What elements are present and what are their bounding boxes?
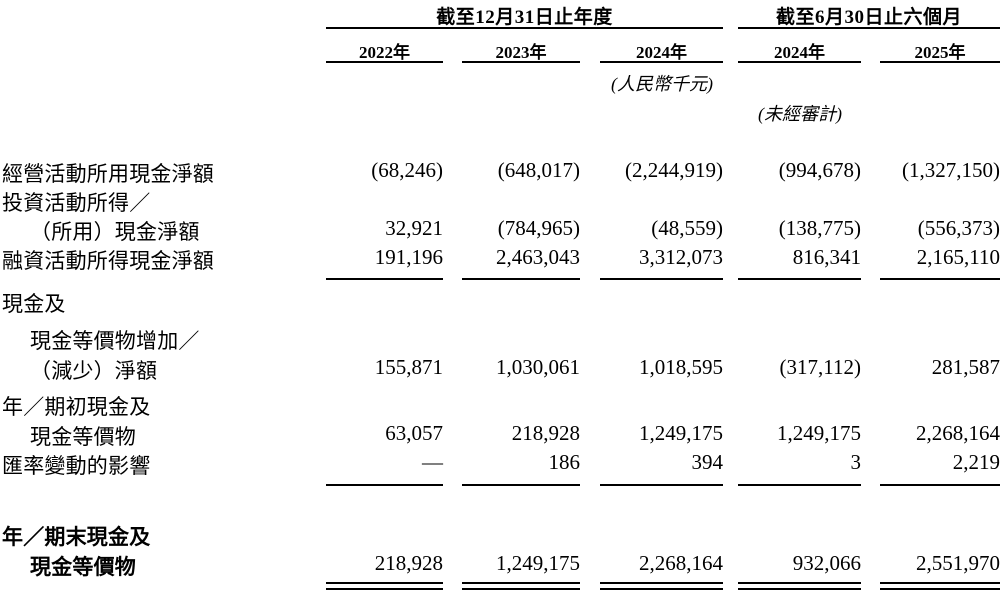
subtotal-rule-b-1 — [326, 484, 443, 486]
row-label-closing-line1: 年／期末現金及 — [2, 525, 151, 549]
row-label-investing-line2: （所用）現金淨額 — [30, 220, 200, 244]
row-label-netchange-line1: 現金及 — [2, 292, 66, 316]
cell-r4-c1: 218,928 — [511, 421, 580, 445]
cell-r3-c3: (317,112) — [779, 355, 861, 379]
cell-r1-c3: (138,775) — [778, 216, 861, 240]
column-rule-3 — [600, 61, 723, 63]
total-rule-bottom-5 — [880, 588, 1000, 590]
row-label-netchange-line2: 現金等價物增加／ — [30, 329, 200, 353]
row-label-operating: 經營活動所用現金淨額 — [2, 162, 214, 186]
subtotal-rule-a-4 — [738, 278, 861, 280]
row-label-opening-line1: 年／期初現金及 — [2, 395, 151, 419]
cell-r1-c1: (784,965) — [497, 216, 580, 240]
total-rule-top-4 — [738, 582, 861, 584]
cell-r5-c0: — — [422, 450, 443, 474]
subtotal-rule-a-5 — [880, 278, 1000, 280]
row-label-opening-line2: 現金等價物 — [30, 425, 136, 449]
column-header-year-1: 2022年 — [359, 43, 410, 62]
cell-r5-c3: 3 — [850, 450, 862, 474]
cell-r6-c1: 1,249,175 — [496, 551, 580, 575]
column-header-year-5: 2025年 — [914, 43, 966, 62]
subtotal-rule-b-3 — [600, 484, 723, 486]
cell-r6-c2: 2,268,164 — [639, 551, 723, 575]
cell-r1-c2: (48,559) — [651, 216, 723, 240]
cell-r2-c3: 816,341 — [792, 245, 861, 269]
subtotal-rule-a-1 — [326, 278, 443, 280]
subtotal-rule-b-2 — [462, 484, 580, 486]
cell-r6-c0: 218,928 — [374, 551, 443, 575]
cell-r4-c2: 1,249,175 — [639, 421, 723, 445]
column-rule-2 — [462, 61, 580, 63]
column-rule-5 — [880, 61, 1000, 63]
cell-r0-c0: (68,246) — [371, 158, 443, 182]
column-header-year-4: 2024年 — [774, 43, 825, 62]
total-rule-top-5 — [880, 582, 1000, 584]
cell-r2-c0: 191,196 — [374, 245, 443, 269]
cell-r5-c4: 2,219 — [952, 450, 1000, 474]
cell-r0-c4: (1,327,150) — [902, 158, 1000, 182]
column-rule-1 — [326, 61, 443, 63]
column-header-year-2: 2023年 — [495, 43, 547, 62]
cell-r3-c1: 1,030,061 — [496, 355, 580, 379]
cell-r0-c2: (2,244,919) — [625, 158, 723, 182]
cell-r2-c2: 3,312,073 — [639, 245, 723, 269]
total-rule-bottom-2 — [462, 588, 580, 590]
cell-r2-c4: 2,165,110 — [916, 245, 1000, 269]
cell-r1-c0: 32,921 — [385, 216, 443, 240]
currency-unit-note: (人民幣千元) — [611, 74, 713, 94]
column-rule-4 — [738, 61, 861, 63]
total-rule-top-3 — [600, 582, 723, 584]
unaudited-note: (未經審計) — [758, 104, 842, 124]
cell-r4-c0: 63,057 — [385, 421, 443, 445]
row-label-fx-effect: 匯率變動的影響 — [2, 454, 151, 478]
total-rule-bottom-3 — [600, 588, 723, 590]
total-rule-top-1 — [326, 582, 443, 584]
cell-r5-c1: 186 — [548, 450, 581, 474]
cell-r3-c0: 155,871 — [374, 355, 443, 379]
cell-r6-c3: 932,066 — [792, 551, 861, 575]
group-rule-interim — [738, 27, 1000, 29]
subtotal-rule-b-4 — [738, 484, 861, 486]
cell-r3-c4: 281,587 — [931, 355, 1000, 379]
cell-r4-c3: 1,249,175 — [777, 421, 861, 445]
total-rule-top-2 — [462, 582, 580, 584]
subtotal-rule-a-2 — [462, 278, 580, 280]
column-group-header-annual: 截至12月31日止年度 — [436, 7, 613, 28]
subtotal-rule-b-5 — [880, 484, 1000, 486]
cell-r4-c4: 2,268,164 — [916, 421, 1000, 445]
row-label-closing-line2: 現金等價物 — [30, 555, 136, 579]
group-rule-annual — [326, 27, 723, 29]
cell-r5-c2: 394 — [691, 450, 724, 474]
row-label-netchange-line3: （減少）淨額 — [30, 359, 158, 383]
column-header-year-3: 2024年 — [636, 43, 687, 62]
subtotal-rule-a-3 — [600, 278, 723, 280]
row-label-financing: 融資活動所得現金淨額 — [2, 249, 214, 273]
cell-r6-c4: 2,551,970 — [916, 551, 1000, 575]
total-rule-bottom-4 — [738, 588, 861, 590]
row-label-investing-line1: 投資活動所得／ — [2, 191, 151, 215]
cell-r0-c1: (648,017) — [497, 158, 580, 182]
column-group-header-interim: 截至6月30日止六個月 — [775, 7, 962, 28]
cell-r2-c1: 2,463,043 — [496, 245, 580, 269]
cell-r3-c2: 1,018,595 — [639, 355, 723, 379]
cell-r0-c3: (994,678) — [778, 158, 861, 182]
cell-r1-c4: (556,373) — [917, 216, 1000, 240]
total-rule-bottom-1 — [326, 588, 443, 590]
